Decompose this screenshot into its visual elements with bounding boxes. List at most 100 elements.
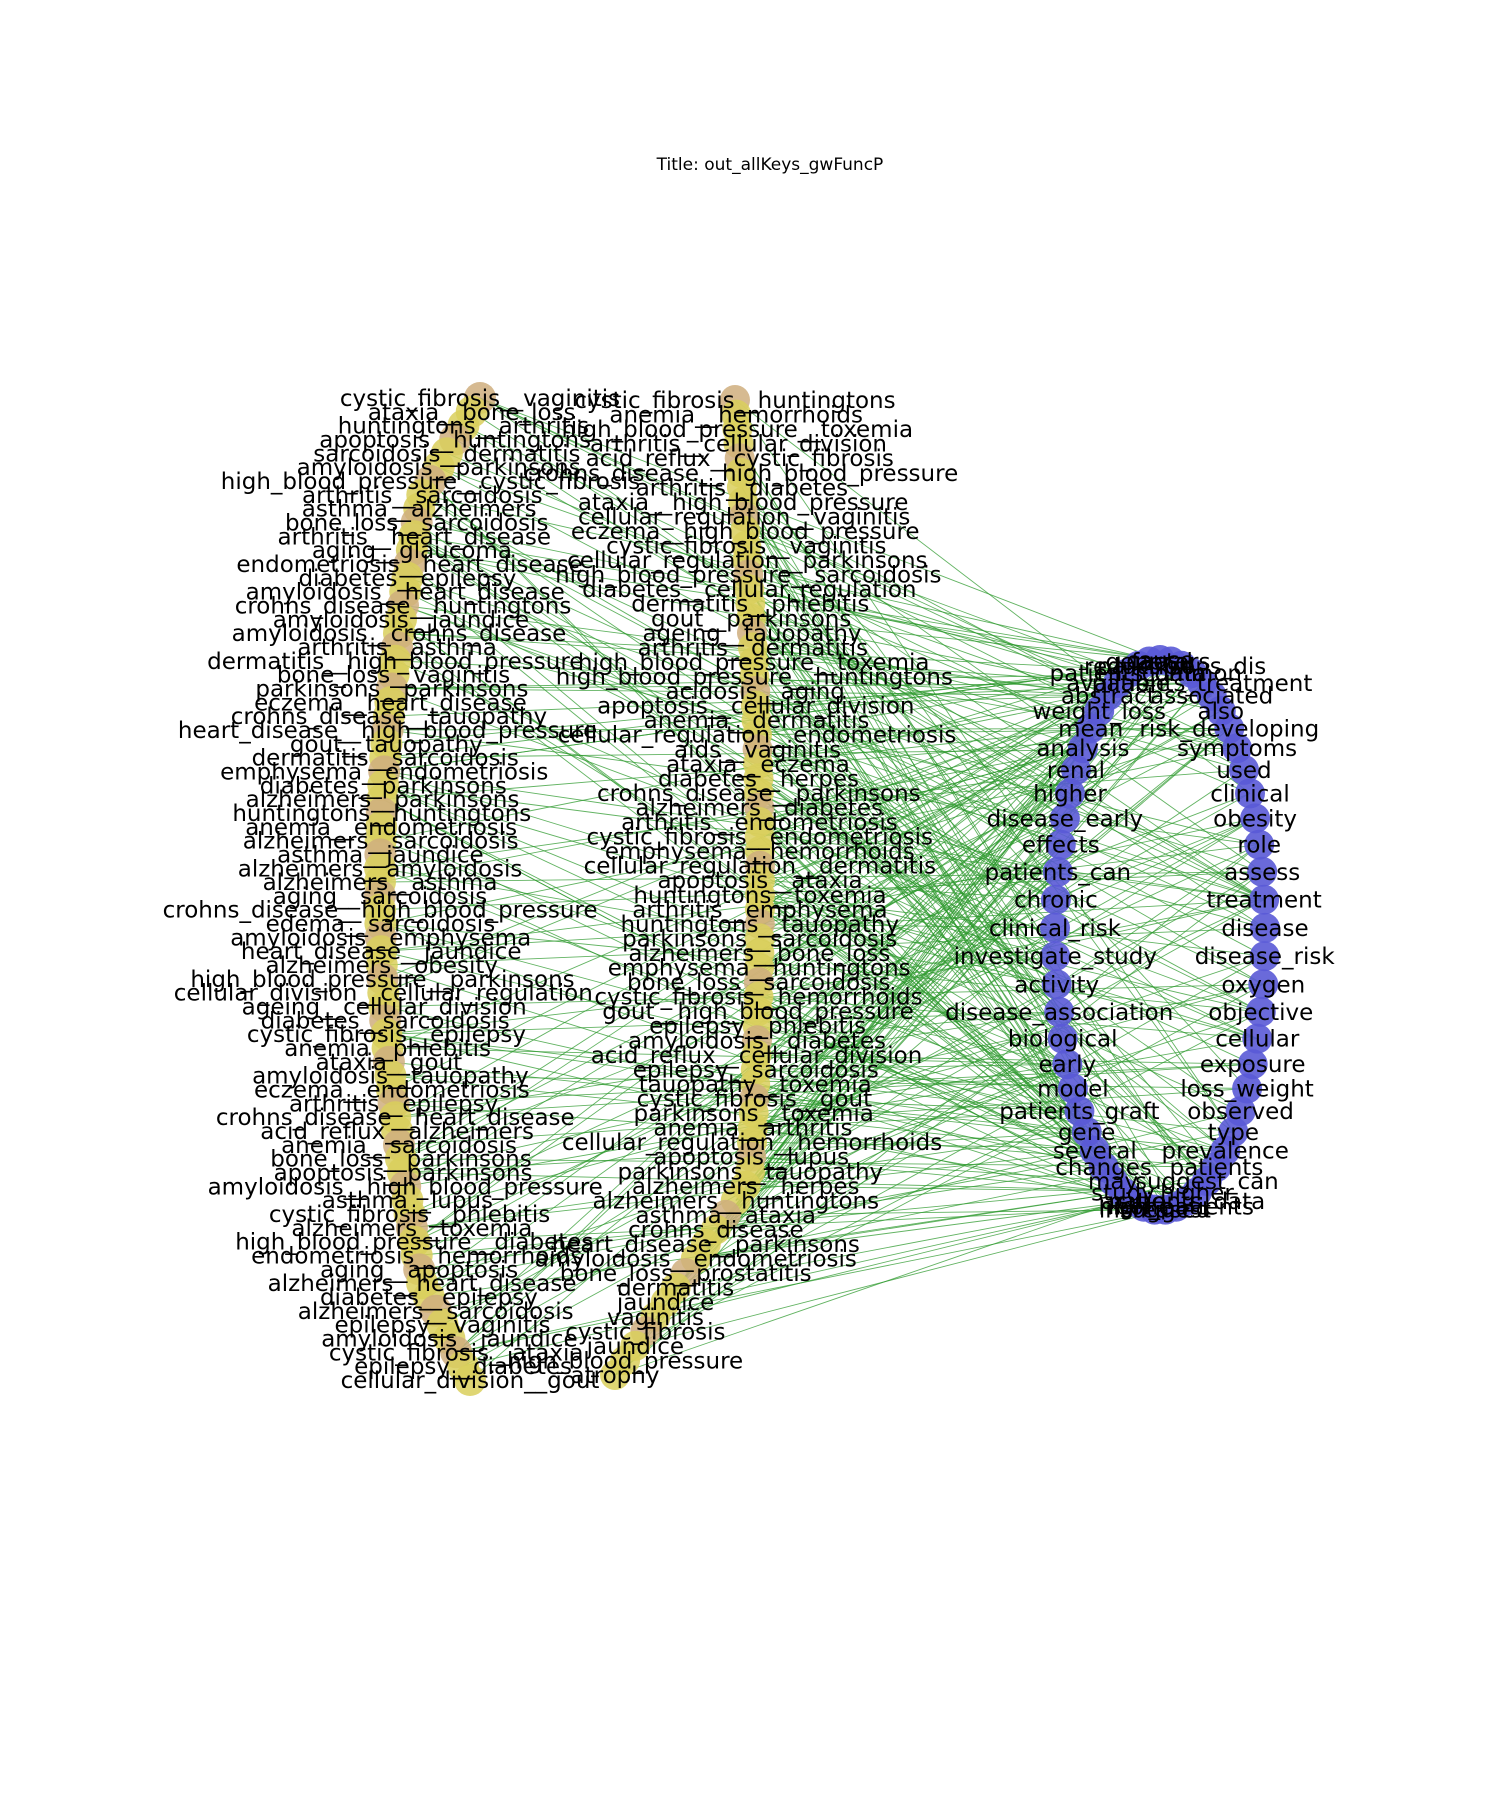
- middle-node-label: vaginitis: [607, 1305, 704, 1331]
- graph-edge: [758, 710, 1222, 968]
- graph-edge: [419, 1166, 1104, 1270]
- right-node-label: factors: [1131, 650, 1210, 676]
- middle-node-label: huntingtons__tauopathy: [620, 912, 899, 938]
- middle-node-label: amyloidosis__endometriosis: [535, 1247, 857, 1273]
- graph-edge: [757, 844, 1062, 1012]
- graph-edge: [759, 672, 1129, 910]
- graph-edge: [738, 443, 1198, 1193]
- left-node-label: alzheimers__sarcoidosis: [298, 1299, 574, 1325]
- graph-edge: [455, 661, 1172, 1353]
- graph-edge: [396, 646, 1068, 1065]
- graph-edge: [384, 770, 1258, 1040]
- graph-edge: [456, 1200, 1134, 1353]
- middle-node-label: heart_disease__parkinsons: [552, 1232, 860, 1258]
- right-node-label: cellular: [1215, 1027, 1300, 1053]
- left-node-label: ataxia__bone_loss: [368, 400, 576, 426]
- graph-edge: [395, 1063, 1253, 1118]
- right-node-label: patients_treatment: [1092, 671, 1313, 697]
- middle-node-label: amyloidosis__diabetes: [628, 1028, 886, 1054]
- right-node-label: clinical_risk: [989, 916, 1122, 942]
- graph-edge: [756, 1011, 1060, 1041]
- middle-node-label: dermatitis__phlebitis: [631, 592, 869, 618]
- right-node-label: acute: [1101, 1189, 1166, 1215]
- right-node-label: high_patients: [1098, 1195, 1253, 1221]
- graph-edge: [383, 784, 1080, 1112]
- graph-edge: [759, 727, 1091, 823]
- middle-node-label: apoptosis__lupus: [653, 1145, 849, 1171]
- right-node: [1040, 912, 1070, 943]
- middle-node-label: apoptosis__cellular_division: [597, 694, 914, 720]
- graph-edge: [755, 1063, 1068, 1070]
- graph-edge: [455, 899, 1265, 1353]
- middle-node-label: dermatitis: [617, 1276, 734, 1302]
- right-node-label: disease_association: [945, 1000, 1173, 1026]
- graph-edge: [400, 728, 1230, 1160]
- right-node-label: prevalence: [1162, 1139, 1289, 1165]
- left-node-label: aging__apoptosis: [320, 1257, 518, 1283]
- graph-edge: [758, 996, 1068, 1065]
- graph-edge: [754, 818, 1256, 1099]
- right-node-label: cause: [1126, 648, 1193, 674]
- graph-edge: [758, 777, 1057, 901]
- right-node-label: model: [1037, 1077, 1109, 1103]
- middle-node-label: bone_loss__prostatitis: [560, 1261, 812, 1287]
- right-node: [1040, 941, 1071, 972]
- graph-edge: [759, 665, 1139, 896]
- graph-edge: [393, 1063, 1253, 1104]
- graph-edge: [753, 661, 1238, 749]
- right-node-label: observed: [1187, 1099, 1294, 1125]
- left-node-label: asthma__jaundice: [277, 842, 484, 868]
- right-node-label: patients_can: [984, 860, 1131, 886]
- left-node-label: amyloidosis__tauopathy: [252, 1064, 529, 1090]
- graph-edge: [752, 1127, 1124, 1193]
- graph-edge: [751, 632, 1245, 771]
- right-node-label: biological: [1008, 1027, 1118, 1053]
- right-node-label: gene: [1058, 1120, 1115, 1146]
- middle-node-label: diabetes__herpes: [658, 766, 859, 792]
- right-node-label: patients_graft: [999, 1099, 1159, 1125]
- right-node: [1245, 996, 1276, 1027]
- left-node-label: diabetes__parkinsons: [260, 773, 507, 799]
- right-node-label: treatment: [1206, 888, 1321, 914]
- right-node: [1040, 884, 1071, 915]
- middle-node-label: aids__vaginitis: [674, 737, 841, 763]
- graph-edge: [756, 719, 1057, 901]
- graph-edge: [748, 588, 1064, 1039]
- middle-node-label: huntingtons__toxemia: [633, 883, 886, 909]
- graph-edge: [759, 769, 1245, 808]
- left-node-label: arthritis__asthma: [297, 635, 497, 661]
- right-node-label: investigate_study: [954, 944, 1157, 970]
- left-node-label: amyloidosis__heart_disease: [246, 580, 565, 606]
- right-node: [1250, 912, 1280, 943]
- graph-edge: [759, 923, 1056, 929]
- graph-edge: [753, 661, 1114, 1182]
- graph-edge: [635, 1110, 1080, 1347]
- graph-edge: [400, 817, 1256, 1160]
- right-node: [1045, 829, 1076, 860]
- right-node: [1249, 941, 1280, 972]
- left-node-label: apoptosis__parkinsons: [274, 1161, 533, 1187]
- middle-node-label: cellular_regulation__hemorrhoids: [562, 1130, 942, 1156]
- left-node-label: heart_disease__high_blood_pressure: [178, 718, 597, 744]
- graph-edge: [446, 452, 1251, 794]
- graph-edge: [384, 770, 1265, 901]
- graph-edge: [752, 955, 1265, 1129]
- middle-node-label: arthritis__emphysema: [632, 897, 887, 923]
- left-node-label: alzheimers__asthma: [263, 870, 498, 896]
- middle-node-label: anemia__arthritis: [653, 1116, 852, 1142]
- right-node: [1049, 803, 1080, 834]
- graph-edge: [456, 1209, 1166, 1353]
- right-node-label: higher: [1033, 781, 1107, 807]
- graph-edge: [382, 661, 1171, 980]
- graph-edge: [409, 817, 1256, 1215]
- graph-edge: [414, 535, 1241, 1112]
- graph-edge: [756, 727, 1230, 736]
- left-node-label: crohns_disease__high_blood_pressure: [163, 898, 598, 924]
- middle-node-label: cystic_fibrosis: [565, 1319, 725, 1345]
- graph-edge: [398, 632, 1192, 674]
- right-node: [1237, 1049, 1268, 1080]
- right-node-label: higher: [1160, 1180, 1234, 1206]
- middle-node-label: jaundice: [616, 1290, 714, 1316]
- left-node-label: edema__sarcoidosis: [266, 912, 496, 938]
- right-node-label: patients_data: [1050, 661, 1207, 687]
